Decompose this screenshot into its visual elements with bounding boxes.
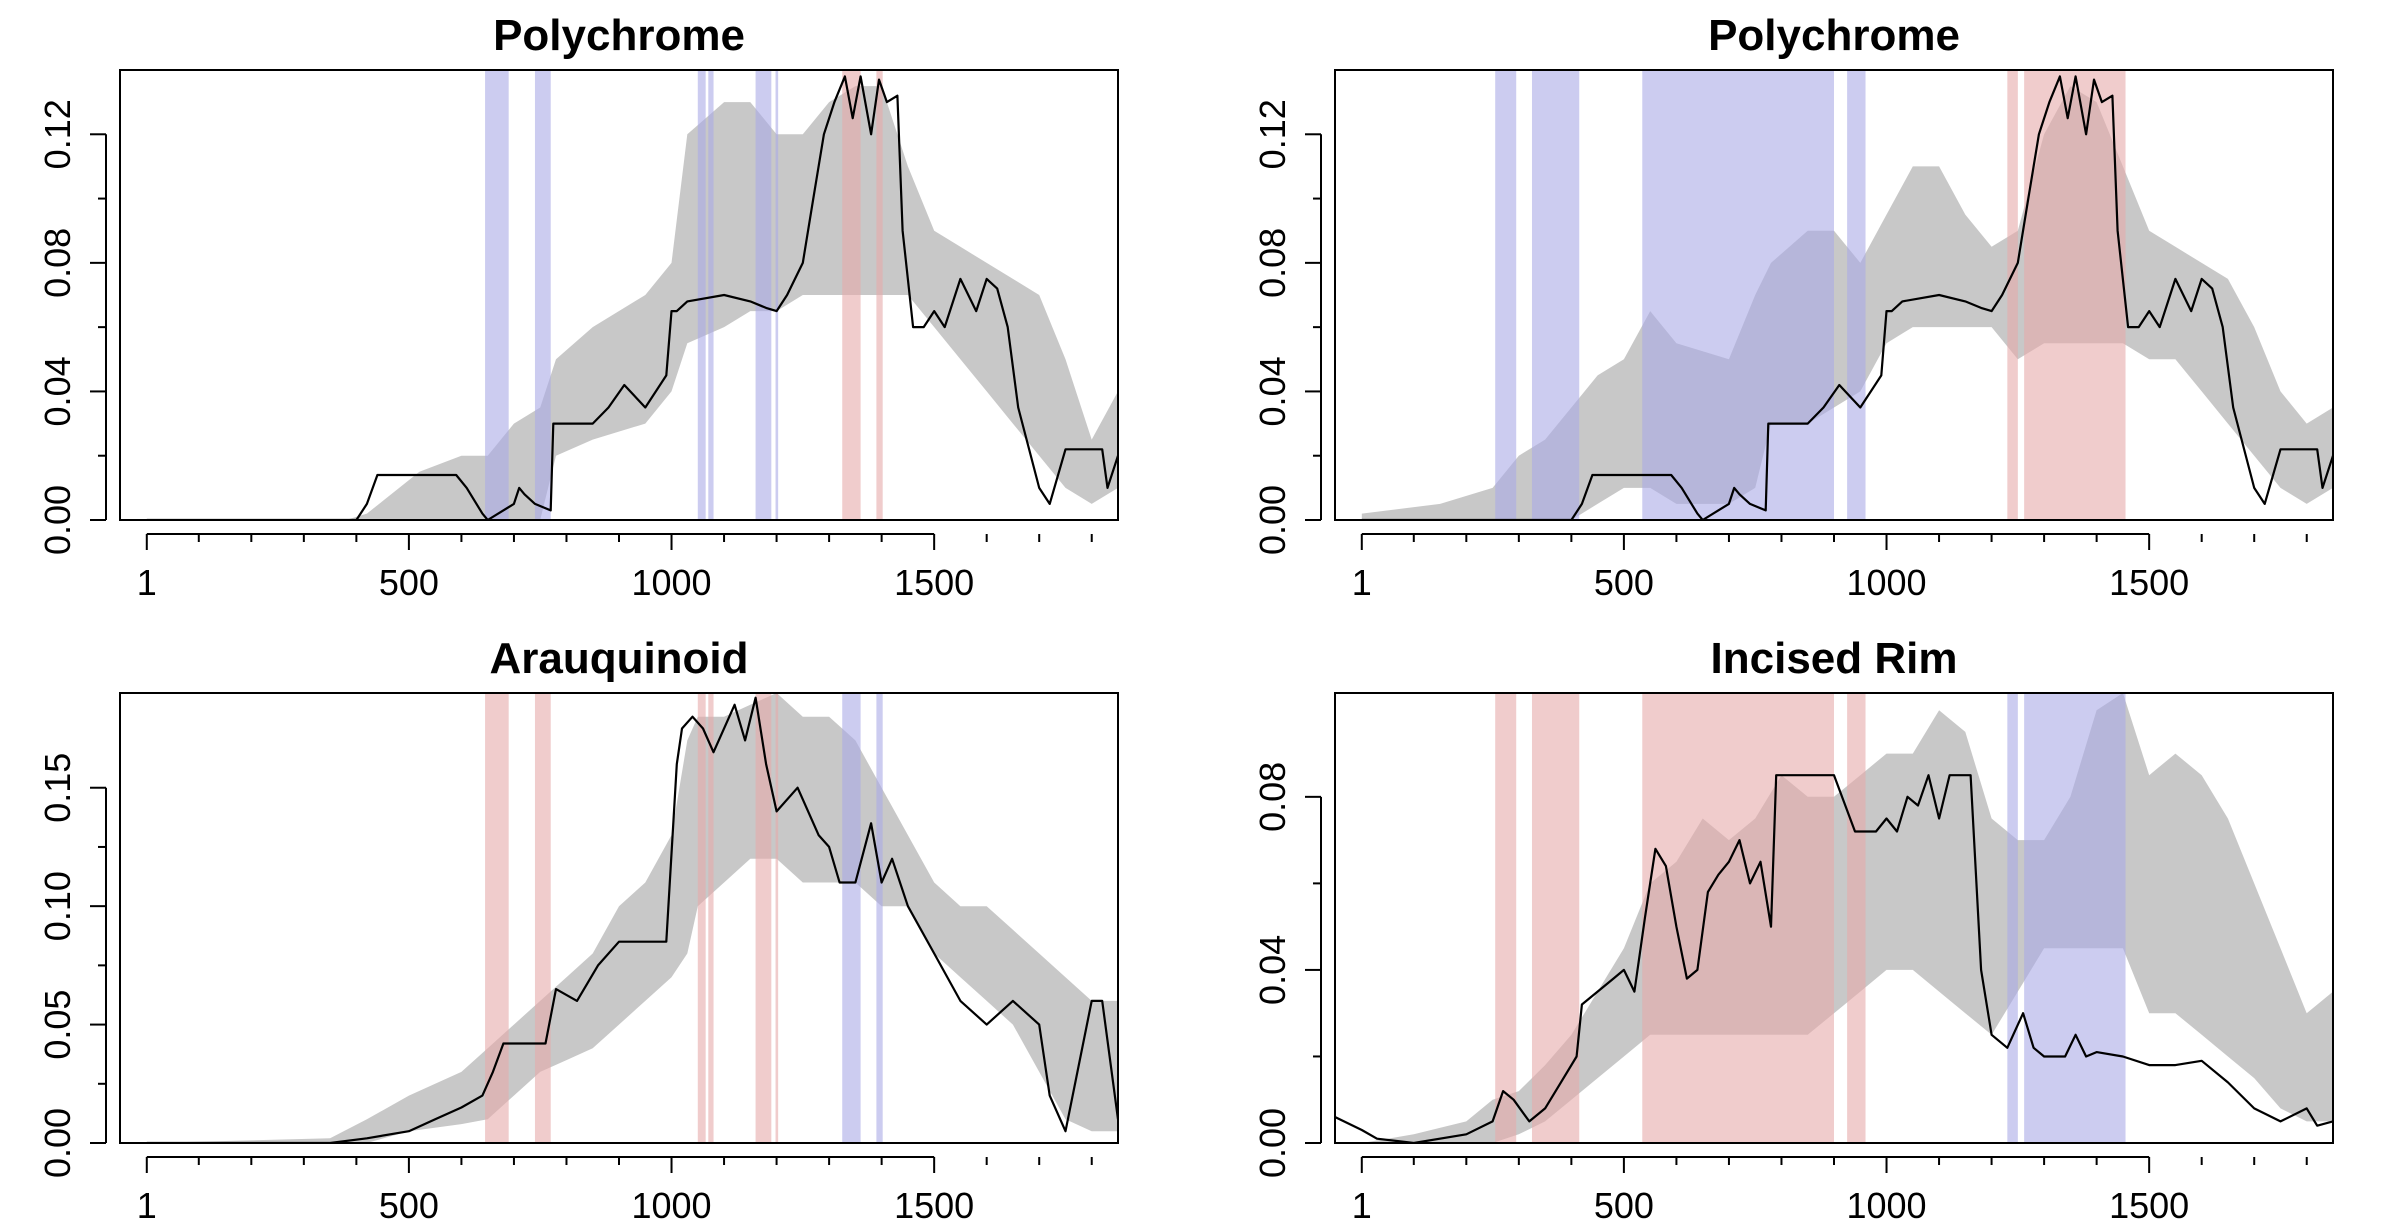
plot-area xyxy=(146,693,1118,1143)
x-tick-label: 1500 xyxy=(894,1185,974,1224)
blue-band xyxy=(2024,693,2126,1143)
plot-frame xyxy=(1334,69,2334,521)
red-band xyxy=(1531,693,1580,1143)
blue-band xyxy=(1495,70,1517,520)
y-tick-label: 0.12 xyxy=(1252,99,1293,169)
red-band xyxy=(534,693,551,1143)
y-tick-label: 0.05 xyxy=(37,990,78,1060)
y-axis: 0.00 0.04 0.08 0.12 xyxy=(1252,99,1322,555)
blue-band xyxy=(708,70,714,520)
blue-band xyxy=(842,693,861,1143)
red-band xyxy=(708,693,714,1143)
x-tick-label: 1 xyxy=(1352,1185,1372,1224)
x-tick-label: 1500 xyxy=(894,562,974,603)
x-tick-label: 500 xyxy=(379,1185,439,1224)
red-band xyxy=(2007,70,2018,520)
x-tick-label: 1500 xyxy=(2109,562,2189,603)
plot-area xyxy=(146,70,1118,520)
x-tick-label: 1000 xyxy=(1846,562,1926,603)
x-tick-label: 500 xyxy=(1594,1185,1654,1224)
y-tick-label: 0.00 xyxy=(1252,485,1293,555)
red-band xyxy=(876,70,883,520)
y-tick-label: 0.04 xyxy=(37,356,78,426)
ribbon-area xyxy=(146,86,1118,520)
x-tick-label: 1000 xyxy=(631,562,711,603)
ribbon-area xyxy=(146,693,1118,1143)
mean-line xyxy=(146,75,1118,520)
x-tick-label: 1000 xyxy=(1846,1185,1926,1224)
blue-band xyxy=(534,70,551,520)
red-band xyxy=(755,693,772,1143)
blue-band xyxy=(697,70,706,520)
x-tick-label: 500 xyxy=(1594,562,1654,603)
mean-line xyxy=(1361,75,2333,520)
y-tick-label: 0.04 xyxy=(1252,356,1293,426)
plot-frame xyxy=(119,692,1119,1144)
blue-band xyxy=(775,70,779,520)
red-band xyxy=(485,693,509,1143)
y-tick-label: 0.00 xyxy=(1252,1108,1293,1178)
y-axis: 0.00 0.04 0.08 xyxy=(1252,762,1322,1178)
red-band xyxy=(2024,70,2126,520)
red-band xyxy=(842,70,861,520)
y-tick-label: 0.08 xyxy=(1252,228,1293,298)
x-tick-label: 1 xyxy=(1352,562,1372,603)
chart-title: Polychrome xyxy=(493,11,745,60)
plot-area xyxy=(1361,70,2333,520)
y-tick-label: 0.12 xyxy=(37,99,78,169)
blue-band xyxy=(755,70,772,520)
chart-title: Arauquinoid xyxy=(489,634,748,683)
chart-title: Incised Rim xyxy=(1711,634,1958,683)
red-band xyxy=(697,693,706,1143)
y-tick-label: 0.15 xyxy=(37,753,78,823)
x-axis: 1 500 1000 1500 xyxy=(137,1156,1093,1224)
blue-band xyxy=(1847,70,1866,520)
y-axis: 0.00 0.04 0.08 0.12 xyxy=(37,99,107,555)
x-axis: 1 500 1000 1500 xyxy=(1352,1156,2308,1224)
plot-frame xyxy=(1334,692,2334,1144)
chart-title: Polychrome xyxy=(1708,11,1960,60)
x-axis: 1 500 1000 1500 xyxy=(1352,533,2308,603)
y-tick-label: 0.04 xyxy=(1252,935,1293,1005)
y-axis: 0.00 0.05 0.10 0.15 xyxy=(37,753,107,1178)
plot-area xyxy=(1335,693,2333,1143)
y-tick-label: 0.10 xyxy=(37,871,78,941)
blue-band xyxy=(1531,70,1580,520)
blue-band xyxy=(485,70,509,520)
x-tick-label: 1500 xyxy=(2109,1185,2189,1224)
blue-band xyxy=(876,693,883,1143)
y-tick-label: 0.08 xyxy=(1252,762,1293,832)
x-tick-label: 500 xyxy=(379,562,439,603)
y-tick-label: 0.00 xyxy=(37,1108,78,1178)
x-tick-label: 1 xyxy=(137,562,157,603)
blue-band xyxy=(2007,693,2018,1143)
plot-frame xyxy=(119,69,1119,521)
x-tick-label: 1 xyxy=(137,1185,157,1224)
red-band xyxy=(1642,693,1834,1143)
x-tick-label: 1000 xyxy=(631,1185,711,1224)
x-axis: 1 500 1000 1500 xyxy=(137,533,1093,603)
blue-band xyxy=(1642,70,1834,520)
red-band xyxy=(1847,693,1866,1143)
mean-line xyxy=(1335,774,2333,1143)
red-band xyxy=(775,693,779,1143)
y-tick-label: 0.08 xyxy=(37,228,78,298)
y-tick-label: 0.00 xyxy=(37,485,78,555)
mean-line xyxy=(146,696,1118,1143)
red-band xyxy=(1495,693,1517,1143)
